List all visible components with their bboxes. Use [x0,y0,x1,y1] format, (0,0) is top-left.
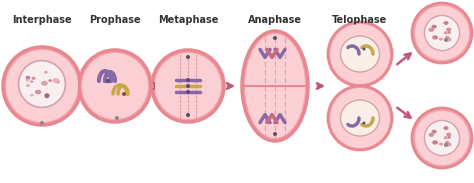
Ellipse shape [26,78,30,82]
Ellipse shape [432,140,438,145]
Ellipse shape [82,53,148,119]
Ellipse shape [330,24,390,84]
Ellipse shape [340,100,380,136]
Ellipse shape [432,35,438,40]
Ellipse shape [44,94,47,97]
Ellipse shape [446,28,451,31]
Ellipse shape [412,108,472,168]
Text: Prophase: Prophase [89,15,141,25]
Ellipse shape [439,38,443,41]
Ellipse shape [363,122,365,124]
Ellipse shape [106,79,110,83]
Ellipse shape [447,136,451,139]
Ellipse shape [122,92,126,96]
Ellipse shape [152,50,224,122]
Ellipse shape [428,133,434,137]
Ellipse shape [44,71,48,74]
Ellipse shape [31,77,36,80]
Text: Telophase: Telophase [332,15,388,25]
Ellipse shape [45,93,49,98]
Ellipse shape [445,141,449,144]
Ellipse shape [186,84,190,88]
Ellipse shape [41,81,48,86]
Ellipse shape [18,61,65,107]
Ellipse shape [40,121,44,125]
Ellipse shape [424,120,460,156]
Ellipse shape [340,36,380,72]
Ellipse shape [444,38,448,42]
Ellipse shape [53,78,59,83]
Ellipse shape [428,28,434,32]
Ellipse shape [446,142,452,147]
Ellipse shape [412,3,472,63]
Ellipse shape [55,80,60,83]
Ellipse shape [186,90,190,94]
Ellipse shape [446,132,451,137]
Ellipse shape [431,25,437,29]
Ellipse shape [115,116,119,120]
Ellipse shape [26,76,30,79]
Ellipse shape [447,31,451,34]
Ellipse shape [186,78,190,82]
Ellipse shape [431,130,437,134]
Ellipse shape [26,84,30,87]
Ellipse shape [35,90,41,94]
Ellipse shape [273,132,277,136]
Ellipse shape [328,86,392,150]
Ellipse shape [6,50,78,122]
Ellipse shape [79,50,151,122]
Text: Interphase: Interphase [12,15,72,25]
Ellipse shape [186,113,190,117]
Text: Metaphase: Metaphase [158,15,218,25]
Ellipse shape [443,126,448,130]
Ellipse shape [330,88,390,148]
Ellipse shape [439,143,443,146]
Ellipse shape [445,143,448,145]
Ellipse shape [443,21,448,25]
Ellipse shape [363,48,365,51]
Ellipse shape [415,111,469,165]
Ellipse shape [30,94,34,97]
Ellipse shape [186,55,190,59]
Ellipse shape [3,47,81,125]
Ellipse shape [273,36,277,40]
Ellipse shape [444,136,448,139]
Ellipse shape [48,79,52,82]
Ellipse shape [30,81,33,83]
Ellipse shape [445,38,448,40]
Ellipse shape [415,6,469,60]
Ellipse shape [446,37,452,42]
Ellipse shape [445,36,449,39]
Ellipse shape [424,15,460,51]
Ellipse shape [444,31,448,34]
Ellipse shape [328,22,392,86]
Ellipse shape [155,53,221,119]
Ellipse shape [242,31,308,141]
Ellipse shape [245,34,305,138]
Text: Anaphase: Anaphase [248,15,302,25]
Ellipse shape [444,143,448,147]
